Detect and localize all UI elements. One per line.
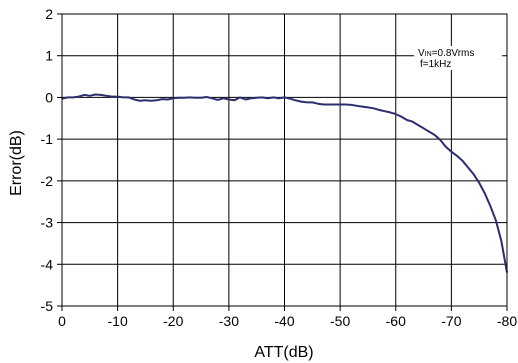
- x-tick-label: -80: [497, 313, 517, 329]
- x-tick-label: -10: [108, 313, 128, 329]
- series-layer: [61, 93, 508, 273]
- x-tick-label: -70: [441, 313, 461, 329]
- x-tick-label: -50: [330, 313, 350, 329]
- x-tick-label: -60: [386, 313, 406, 329]
- y-tick-label: 0: [45, 89, 53, 105]
- y-tick-label: -3: [41, 215, 54, 231]
- y-tick-label: 2: [45, 6, 53, 22]
- y-axis-title: Error(dB): [8, 130, 25, 196]
- x-tick-label: -40: [274, 313, 294, 329]
- y-tick-label: -1: [41, 131, 54, 147]
- y-tick-label: 1: [45, 48, 53, 64]
- y-tick-label: -5: [41, 298, 54, 314]
- tick-labels-layer: 0 -10 -20 -30 -40 -50 -60 -70 -80 2 1 0 -1 -2 -3 -4 -5: [41, 6, 518, 329]
- y-tick-label: -2: [41, 173, 54, 189]
- ticks-layer: [57, 13, 508, 311]
- series-line: [61, 93, 508, 273]
- annotation-vin-prefix: V: [418, 48, 425, 59]
- x-tick-label: 0: [58, 313, 66, 329]
- y-tick-label: -4: [41, 256, 54, 272]
- annotation-vin-subscript: IN: [425, 51, 432, 58]
- x-tick-label: -30: [219, 313, 239, 329]
- annotation-vin-suffix: =0.8Vrms: [432, 48, 475, 59]
- annotation-frequency: f=1kHz: [420, 59, 451, 70]
- annotation-box: [414, 46, 502, 70]
- x-tick-label: -20: [163, 313, 183, 329]
- x-axis-title: ATT(dB): [254, 344, 313, 361]
- annotation-vin: VIN=0.8Vrms: [418, 48, 474, 59]
